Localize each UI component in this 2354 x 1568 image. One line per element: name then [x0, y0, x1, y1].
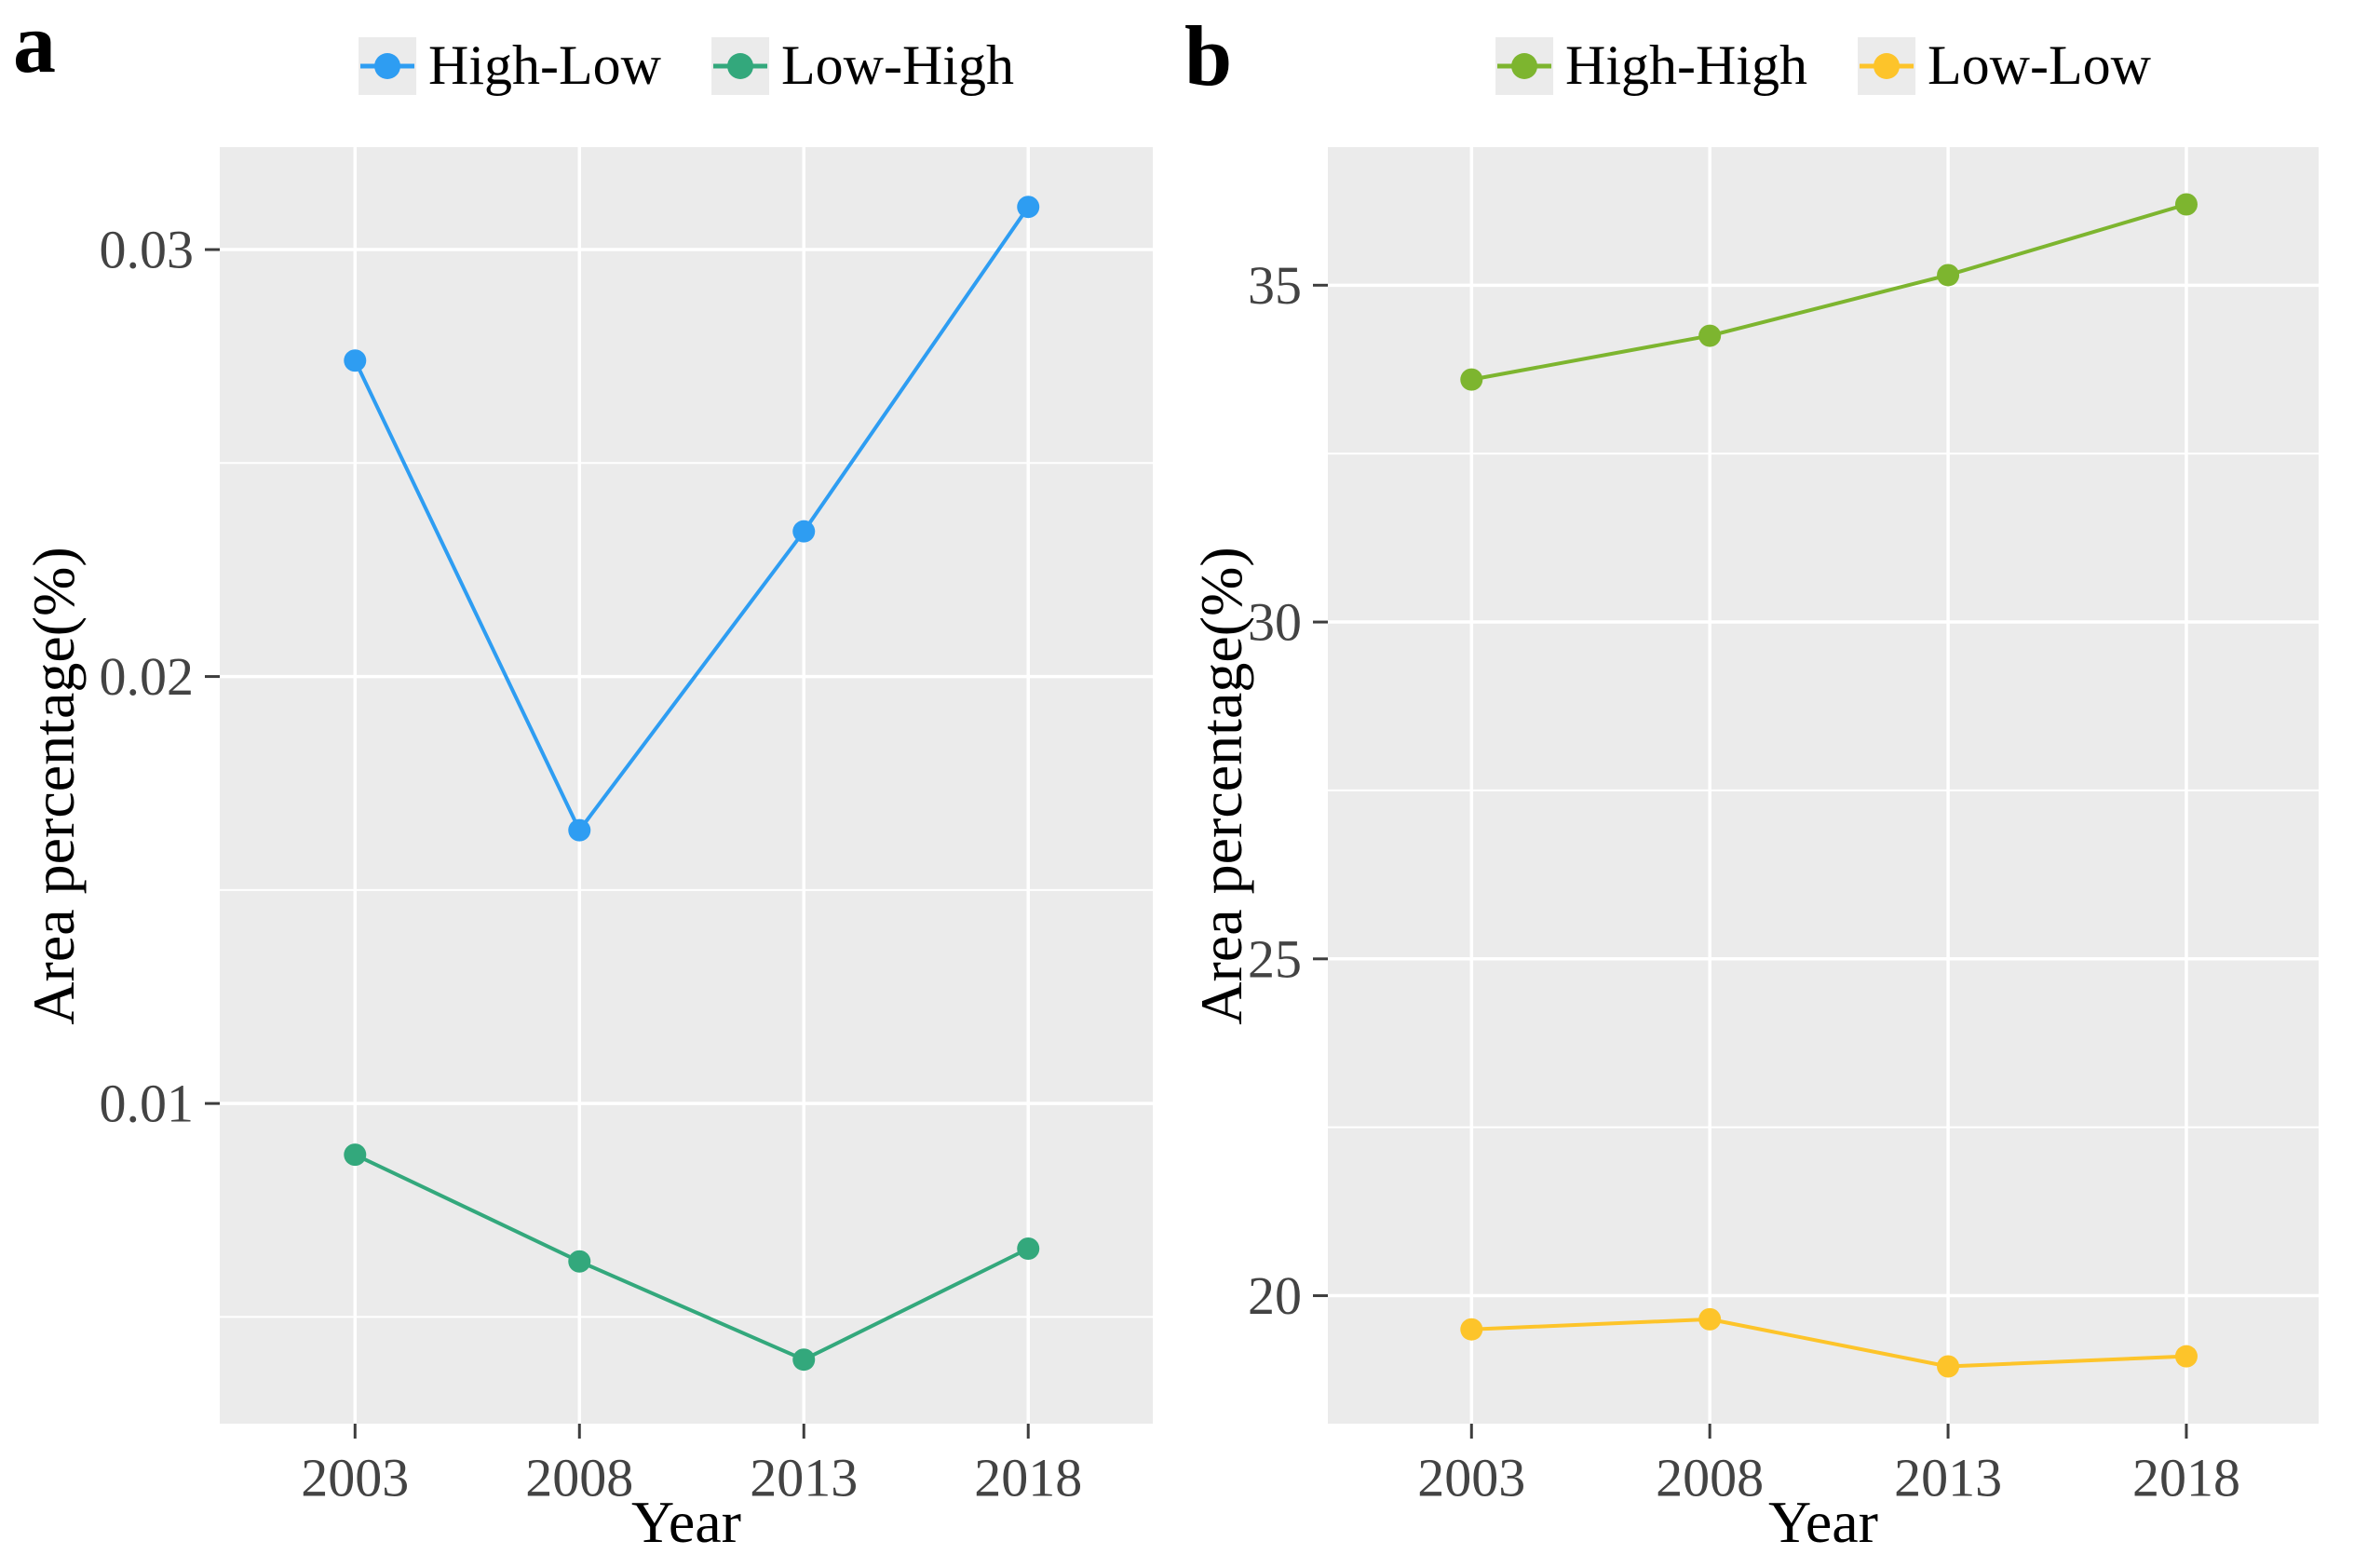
legend-label: Low-Low — [1928, 34, 2151, 96]
legend-entry-low-high: Low-High — [711, 34, 1014, 98]
y-tick-label: 20 — [1248, 1265, 1302, 1326]
x-tick-label: 2003 — [301, 1448, 409, 1508]
data-point — [2174, 193, 2198, 216]
data-point — [344, 349, 367, 372]
data-point — [1937, 264, 1960, 287]
point-line-key-icon — [711, 36, 769, 95]
data-point — [2174, 1345, 2198, 1368]
panel-a-letter: a — [13, 0, 56, 90]
data-point — [568, 818, 591, 842]
panel-b-x-axis-title: Year — [1768, 1489, 1878, 1555]
data-point — [1698, 324, 1722, 347]
data-point — [1460, 368, 1483, 391]
series-line-high-low — [353, 205, 1031, 832]
data-point — [1698, 1307, 1722, 1331]
x-tick-label: 2008 — [525, 1448, 633, 1508]
legend-dot-icon — [1874, 52, 1901, 79]
legend-dot-icon — [374, 52, 401, 79]
point-line-key-icon — [359, 36, 417, 95]
data-point — [1017, 1237, 1040, 1261]
y-tick-label: 0.01 — [100, 1074, 195, 1134]
data-point — [792, 1348, 816, 1372]
panel-a-legend: High-Low Low-High — [359, 34, 1014, 98]
panel-b-plot-area: 20 25 30 35 2003 2008 2013 2018 — [1248, 147, 2319, 1508]
x-tick-label: 2013 — [750, 1448, 858, 1508]
legend-dot-icon — [1511, 52, 1538, 79]
data-point — [568, 1250, 591, 1273]
x-tick-label: 2013 — [1894, 1448, 2002, 1508]
point-line-key-icon — [1858, 36, 1916, 95]
series-line-high-high — [1469, 202, 2188, 382]
x-tick-label: 2003 — [1417, 1448, 1525, 1508]
data-point — [1937, 1355, 1960, 1378]
legend-dot-icon — [727, 52, 753, 79]
y-tick-label: 25 — [1248, 928, 1302, 989]
data-point — [1017, 196, 1040, 219]
y-tick-label: 0.02 — [100, 646, 195, 707]
series-line-low-low — [1469, 1317, 2188, 1369]
panel-b-legend: High-High Low-Low — [1495, 34, 2151, 98]
data-point — [1460, 1318, 1483, 1341]
data-point — [344, 1143, 367, 1167]
data-point — [792, 520, 816, 543]
legend-label: High-High — [1565, 34, 1808, 96]
legend-entry-low-low: Low-Low — [1858, 34, 2151, 98]
legend-entry-high-high: High-High — [1495, 34, 1807, 98]
x-tick-label: 2018 — [974, 1448, 1082, 1508]
panel-a-x-axis-title: Year — [631, 1489, 741, 1555]
point-line-key-icon — [1495, 36, 1554, 95]
legend-label: Low-High — [781, 34, 1014, 96]
y-tick-label: 0.03 — [100, 220, 195, 280]
legend-label: High-Low — [428, 34, 661, 96]
legend-entry-high-low: High-Low — [359, 34, 661, 98]
series-line-low-high — [353, 1153, 1031, 1362]
panel-a-plot-area: 0.01 0.02 0.03 2003 2008 2013 2018 — [100, 147, 1153, 1508]
y-tick-label: 30 — [1248, 592, 1302, 653]
panel-b-letter: b — [1184, 8, 1233, 103]
y-tick-label: 35 — [1248, 255, 1302, 316]
x-tick-label: 2008 — [1656, 1448, 1764, 1508]
x-tick-label: 2018 — [2132, 1448, 2240, 1508]
